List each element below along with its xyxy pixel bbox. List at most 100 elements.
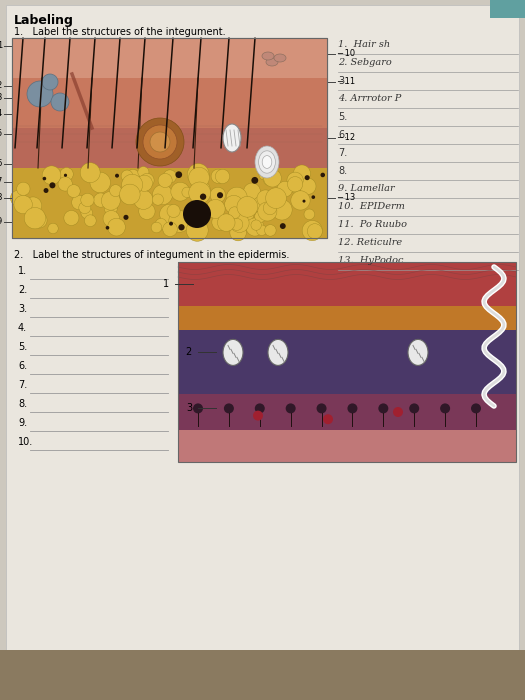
Circle shape	[134, 190, 153, 209]
Text: 10.: 10.	[18, 437, 33, 447]
Text: 8.: 8.	[338, 166, 347, 176]
Text: 1: 1	[163, 279, 169, 289]
Text: 9.: 9.	[18, 418, 27, 428]
Text: 8: 8	[0, 193, 2, 202]
Text: 1.   Label the structures of the integument.: 1. Label the structures of the integumen…	[14, 27, 226, 37]
Circle shape	[226, 187, 247, 208]
Circle shape	[136, 175, 152, 191]
Circle shape	[167, 204, 180, 218]
Ellipse shape	[274, 54, 286, 62]
Circle shape	[253, 411, 263, 421]
Circle shape	[169, 211, 191, 232]
Text: 3: 3	[186, 403, 192, 414]
Circle shape	[136, 118, 184, 166]
Circle shape	[138, 167, 149, 178]
Text: 2.   Label the structures of integument in the epidermis.: 2. Label the structures of integument in…	[14, 250, 289, 260]
Bar	[12, 128, 327, 168]
Bar	[12, 38, 327, 238]
Text: ─ 11: ─ 11	[337, 78, 355, 87]
Circle shape	[263, 172, 277, 186]
Text: 8.: 8.	[18, 399, 27, 409]
Circle shape	[186, 219, 208, 241]
Circle shape	[27, 81, 53, 107]
Ellipse shape	[223, 124, 241, 152]
Circle shape	[115, 174, 119, 178]
Circle shape	[280, 223, 286, 229]
Circle shape	[64, 211, 79, 225]
Circle shape	[471, 403, 481, 414]
Circle shape	[288, 178, 303, 193]
Text: 1: 1	[0, 41, 2, 50]
Circle shape	[123, 215, 129, 220]
Text: 10.  EPIDerm: 10. EPIDerm	[338, 202, 405, 211]
Circle shape	[44, 188, 48, 193]
Circle shape	[348, 403, 358, 414]
Circle shape	[32, 213, 47, 228]
Circle shape	[302, 220, 322, 241]
Circle shape	[251, 220, 261, 230]
Circle shape	[291, 191, 310, 210]
Text: 5.: 5.	[338, 112, 347, 122]
Bar	[178, 394, 516, 430]
Circle shape	[258, 202, 277, 221]
Circle shape	[160, 204, 179, 224]
Circle shape	[108, 218, 125, 236]
Circle shape	[163, 222, 177, 237]
Circle shape	[409, 403, 419, 414]
Circle shape	[85, 215, 96, 227]
Circle shape	[229, 206, 240, 218]
Circle shape	[264, 169, 281, 187]
Circle shape	[210, 187, 226, 203]
Circle shape	[299, 178, 316, 195]
Bar	[0, 650, 525, 700]
Circle shape	[293, 165, 310, 182]
Circle shape	[259, 169, 269, 180]
Circle shape	[175, 172, 182, 178]
Circle shape	[171, 182, 190, 201]
Text: 13.  HyPodoc: 13. HyPodoc	[338, 256, 404, 265]
Text: 7: 7	[0, 178, 2, 186]
Ellipse shape	[268, 340, 288, 365]
Circle shape	[257, 190, 274, 207]
Circle shape	[24, 207, 46, 229]
Bar	[12, 168, 327, 238]
Circle shape	[42, 74, 58, 90]
Circle shape	[192, 181, 211, 199]
Circle shape	[17, 182, 30, 195]
Circle shape	[217, 214, 235, 232]
Circle shape	[51, 93, 69, 111]
Circle shape	[200, 193, 206, 200]
Circle shape	[122, 174, 143, 195]
Text: 11.  Po Ruubo: 11. Po Ruubo	[338, 220, 407, 229]
Ellipse shape	[408, 340, 428, 365]
Ellipse shape	[223, 340, 243, 365]
Text: 2.: 2.	[18, 285, 27, 295]
Circle shape	[103, 211, 120, 227]
Bar	[178, 330, 516, 394]
Circle shape	[266, 188, 286, 209]
Circle shape	[121, 170, 133, 182]
Ellipse shape	[262, 155, 272, 169]
Circle shape	[139, 203, 155, 220]
Circle shape	[302, 199, 306, 202]
Circle shape	[287, 172, 303, 188]
Circle shape	[67, 185, 80, 197]
Text: 12. Reticulre: 12. Reticulre	[338, 238, 402, 247]
Circle shape	[225, 195, 243, 214]
Text: 1.  Hair sh: 1. Hair sh	[338, 40, 390, 49]
Circle shape	[178, 224, 185, 230]
Ellipse shape	[262, 52, 274, 60]
Circle shape	[317, 403, 327, 414]
Circle shape	[81, 207, 92, 218]
Circle shape	[143, 125, 177, 159]
Text: 6: 6	[0, 160, 2, 169]
Text: 5: 5	[0, 130, 2, 139]
Circle shape	[14, 195, 33, 214]
Circle shape	[320, 173, 325, 177]
Circle shape	[60, 167, 74, 181]
Circle shape	[323, 414, 333, 424]
Circle shape	[79, 202, 91, 214]
Ellipse shape	[266, 58, 278, 66]
Circle shape	[120, 184, 140, 204]
Text: 9. Lamellar: 9. Lamellar	[338, 184, 395, 193]
